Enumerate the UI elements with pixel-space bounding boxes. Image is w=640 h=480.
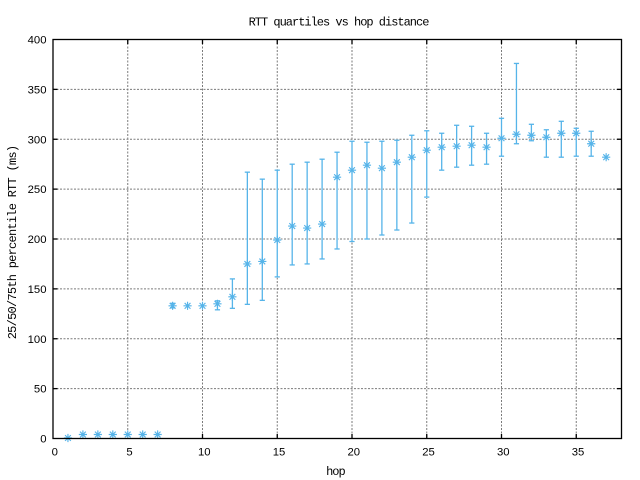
svg-text:10: 10 bbox=[198, 446, 211, 458]
svg-text:300: 300 bbox=[28, 134, 47, 146]
svg-text:25: 25 bbox=[422, 446, 435, 458]
svg-text:50: 50 bbox=[34, 384, 47, 396]
svg-text:150: 150 bbox=[28, 284, 47, 296]
svg-text:400: 400 bbox=[28, 35, 47, 47]
svg-text:5: 5 bbox=[126, 446, 132, 458]
svg-text:RTT quartiles vs hop distance: RTT quartiles vs hop distance bbox=[249, 16, 430, 30]
svg-text:30: 30 bbox=[497, 446, 510, 458]
svg-text:100: 100 bbox=[28, 334, 47, 346]
svg-text:25/50/75th percentile RTT (ms): 25/50/75th percentile RTT (ms) bbox=[6, 146, 20, 340]
svg-text:35: 35 bbox=[572, 446, 585, 458]
svg-text:0: 0 bbox=[40, 434, 46, 446]
svg-text:0: 0 bbox=[52, 446, 58, 458]
svg-text:200: 200 bbox=[28, 234, 47, 246]
svg-text:20: 20 bbox=[348, 446, 361, 458]
svg-text:15: 15 bbox=[273, 446, 286, 458]
svg-text:hop: hop bbox=[326, 465, 345, 479]
svg-text:250: 250 bbox=[28, 184, 47, 196]
svg-text:350: 350 bbox=[28, 84, 47, 96]
